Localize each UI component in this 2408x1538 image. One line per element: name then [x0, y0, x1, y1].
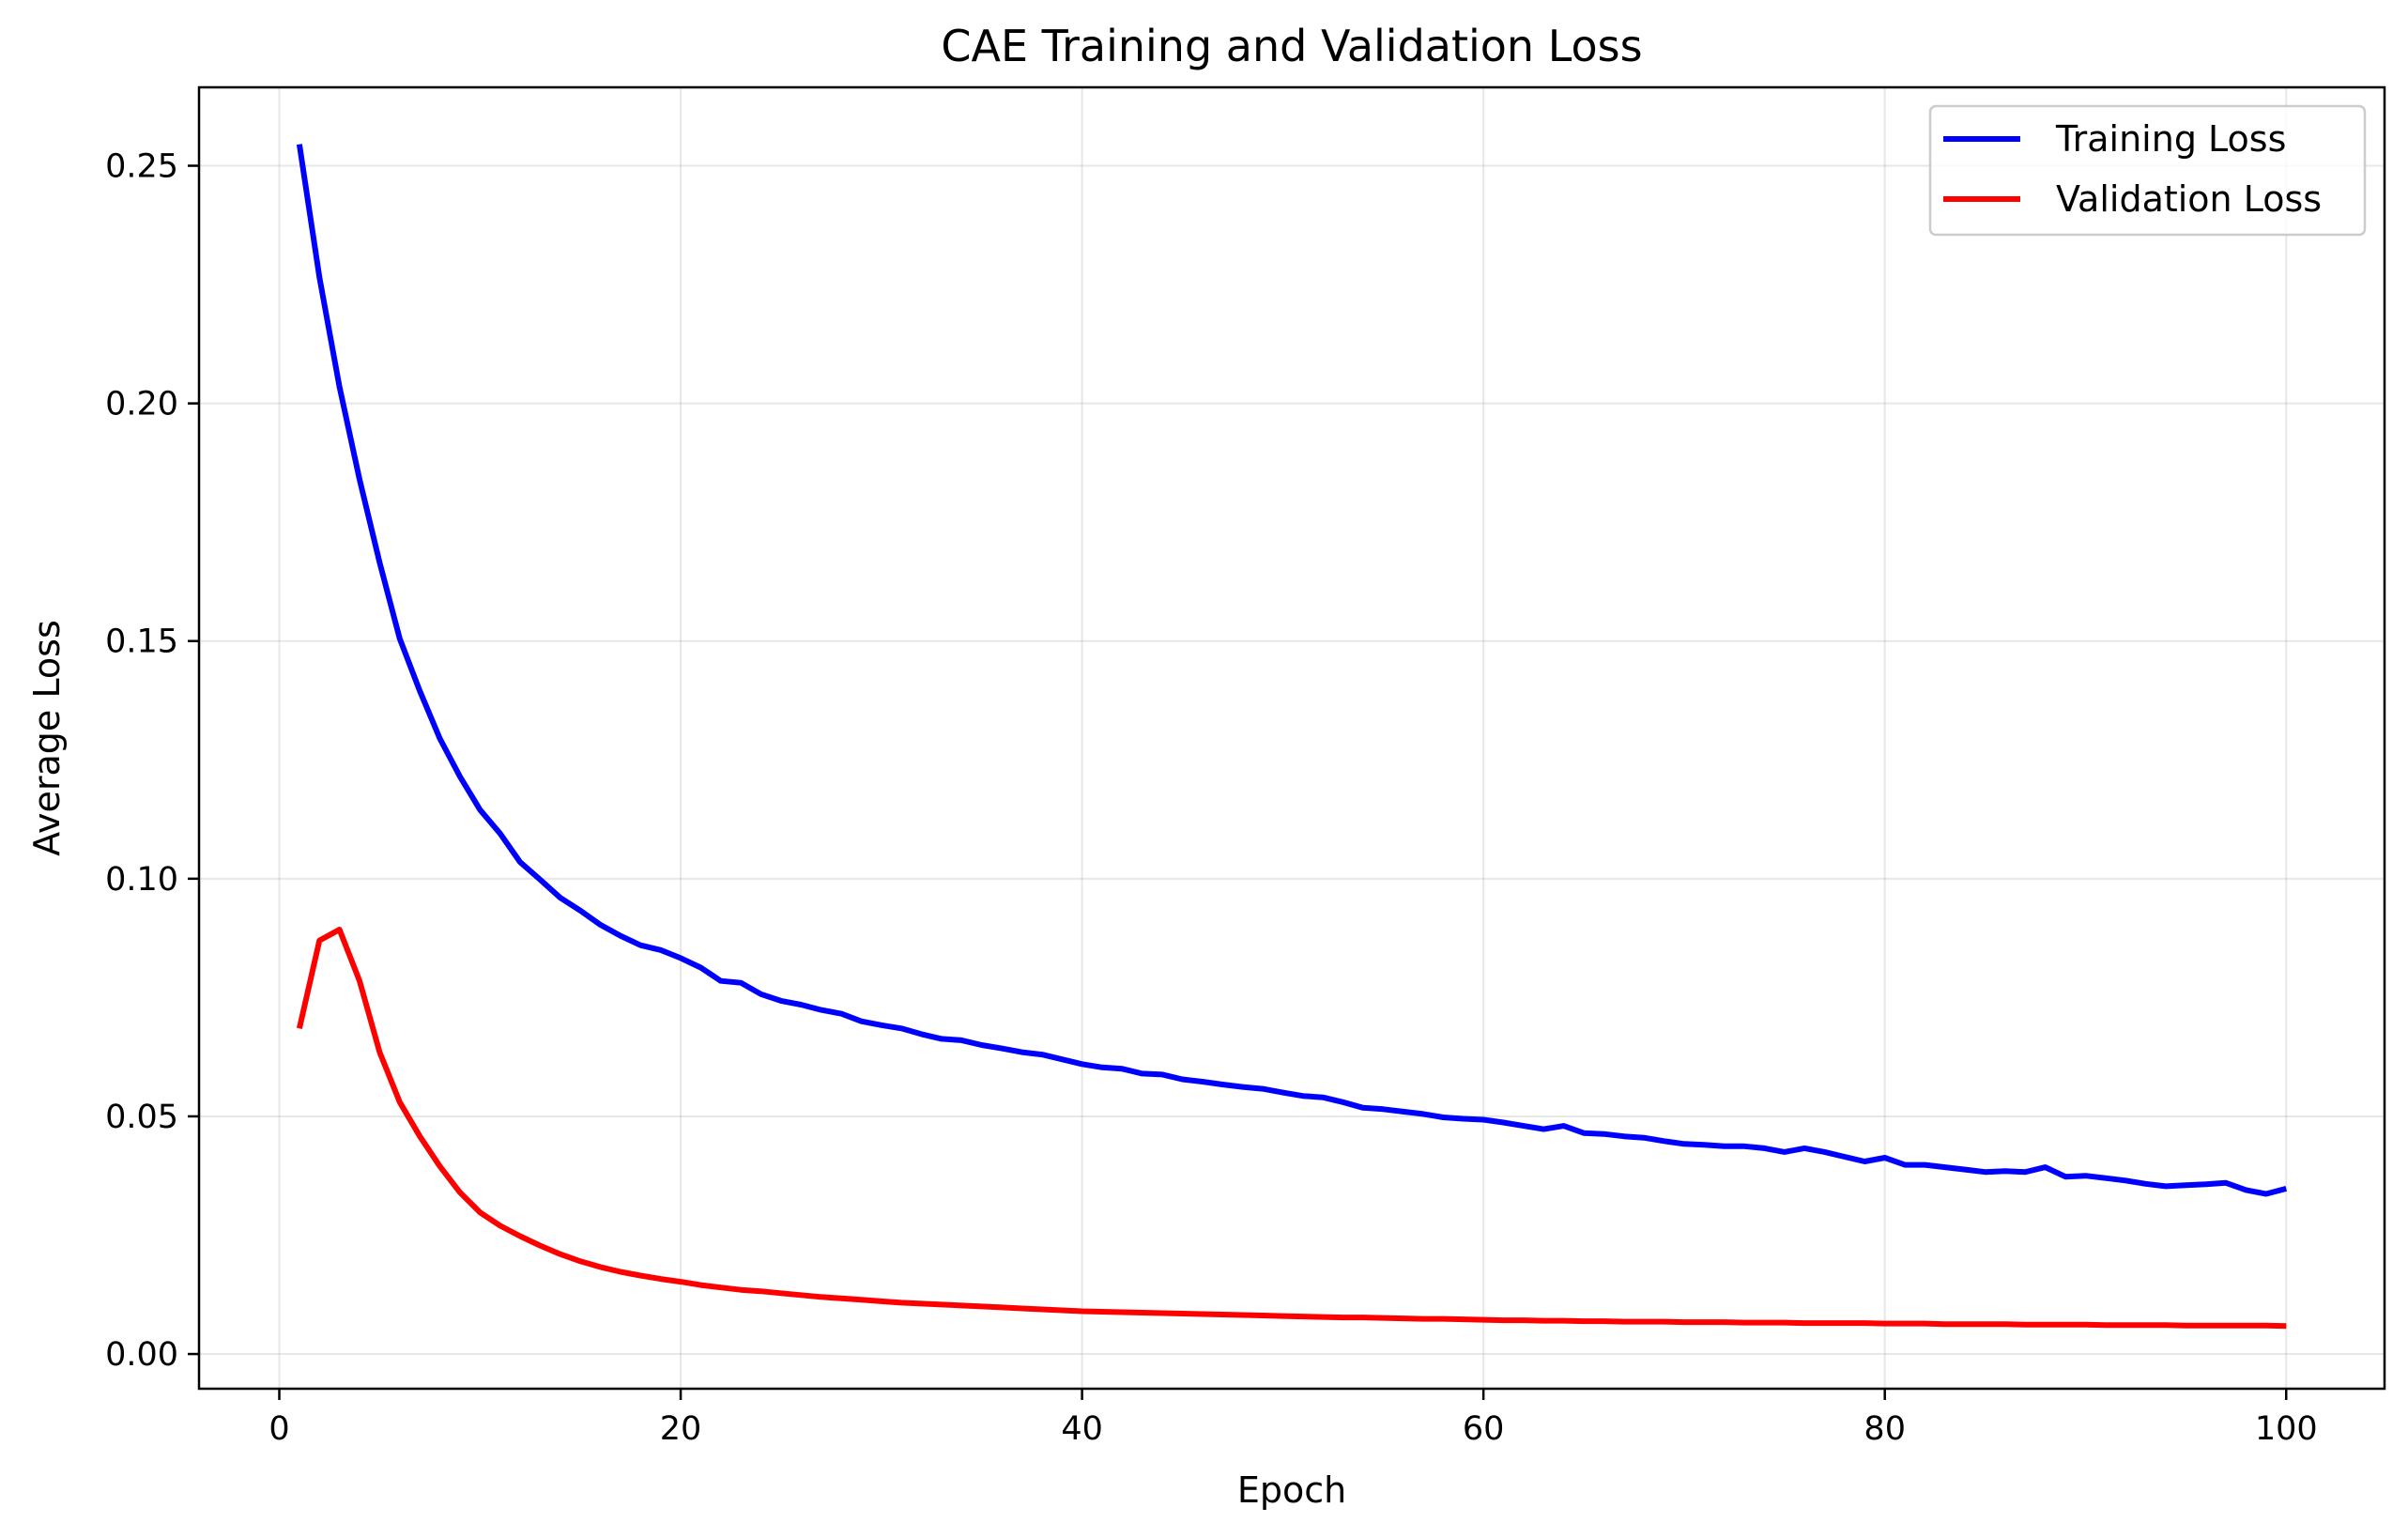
y-tick-label: 0.05 — [105, 1099, 178, 1136]
legend: Training Loss Validation Loss — [1928, 104, 2367, 237]
x-tick-label: 20 — [660, 1410, 702, 1448]
x-tick-label: 60 — [1463, 1410, 1505, 1448]
x-tick-label: 40 — [1061, 1410, 1103, 1448]
series-lines — [296, 144, 2288, 1330]
y-tick-label: 0.00 — [105, 1336, 178, 1374]
y-tick-label: 0.25 — [105, 148, 178, 186]
x-axis-label: Epoch — [1237, 1469, 1346, 1511]
grid — [199, 87, 2385, 1389]
y-tick-label: 0.20 — [105, 386, 178, 423]
validation-loss-line — [296, 927, 2287, 1330]
y-tick-label: 0.10 — [105, 861, 178, 899]
legend-label-validation: Validation Loss — [2056, 178, 2322, 220]
chart-title: CAE Training and Validation Loss — [941, 21, 1642, 71]
training-loss-line — [296, 144, 2288, 1197]
plot-frame — [197, 85, 2386, 1391]
y-tick-label: 0.15 — [105, 623, 178, 661]
axis-ticks: 0 20 40 60 80 100 0.00 0.05 0.10 0.15 0.20 0.25 — [105, 148, 2318, 1448]
y-axis-label: Average Loss — [26, 620, 68, 855]
x-tick-label: 80 — [1864, 1410, 1906, 1448]
x-tick-label: 0 — [268, 1410, 289, 1448]
x-tick-label: 100 — [2255, 1410, 2318, 1448]
legend-box — [1928, 104, 2367, 237]
legend-label-training: Training Loss — [2055, 118, 2286, 160]
